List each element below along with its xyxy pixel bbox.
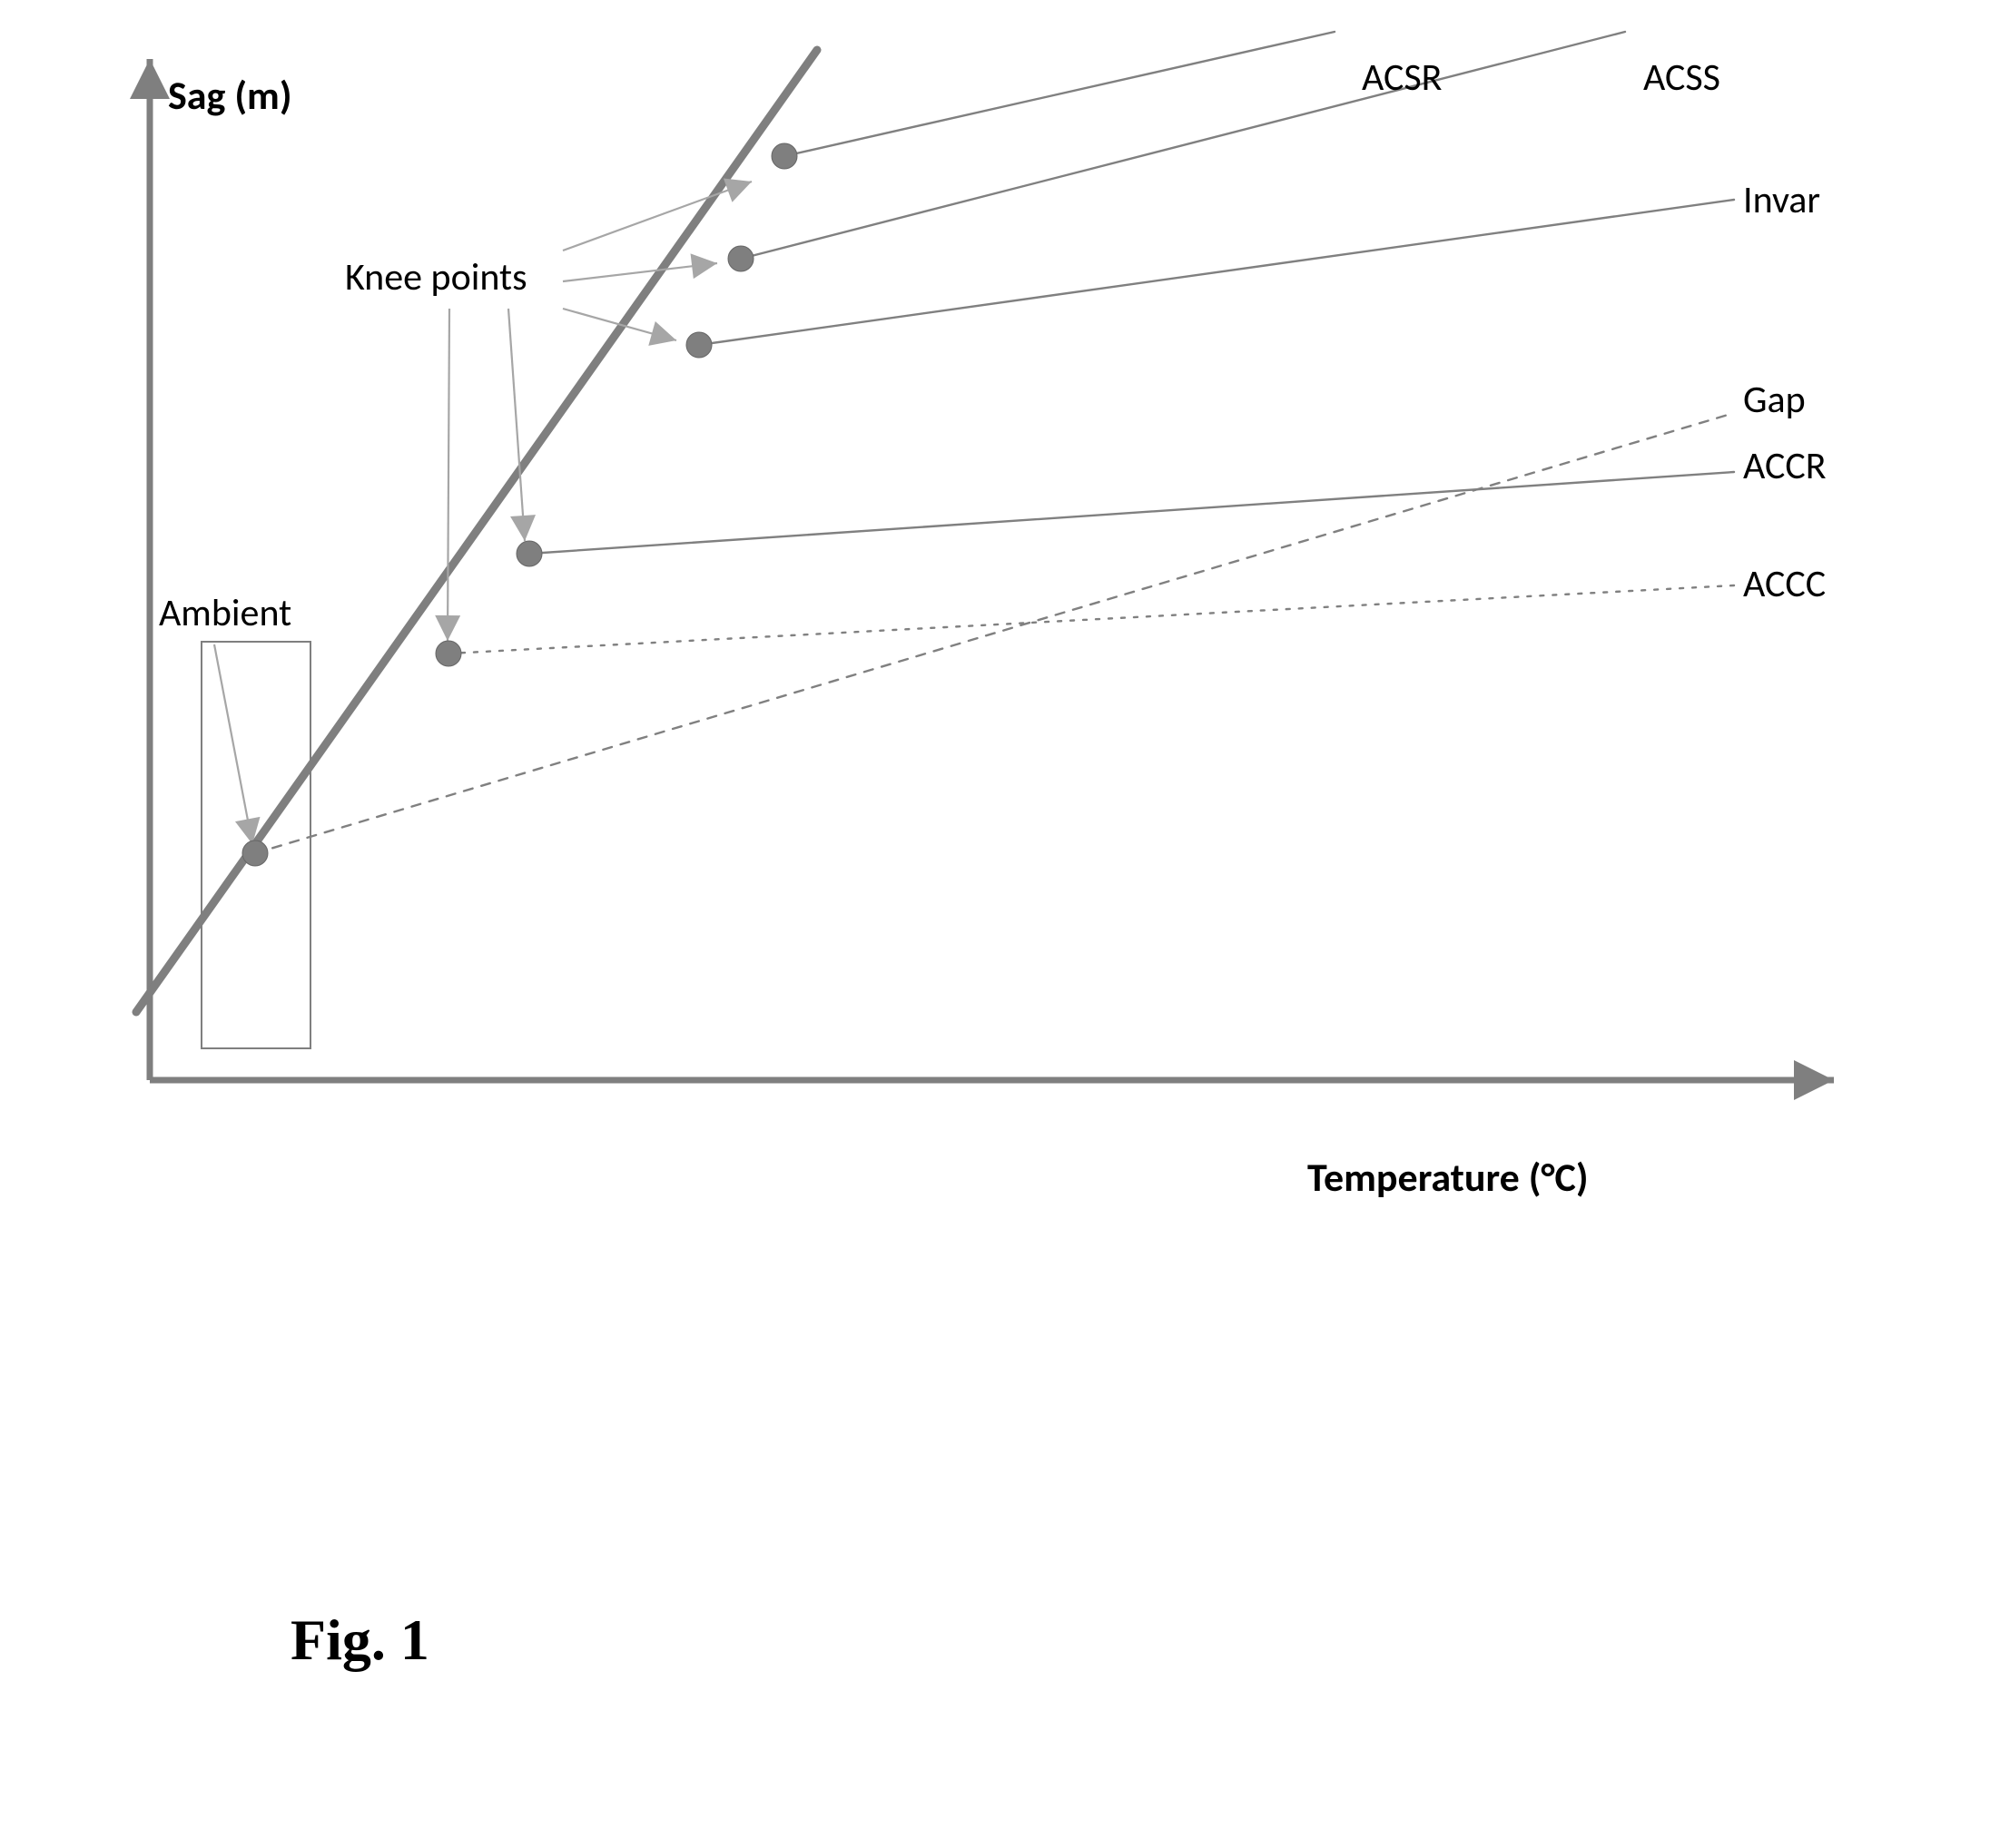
knee-marker-accc [436, 641, 461, 666]
series-accc [448, 585, 1734, 654]
knee-marker-accr [517, 541, 542, 566]
x-axis-title: Temperature (°C) [1307, 1153, 1589, 1202]
label-acss: ACSS [1643, 54, 1720, 101]
label-accr: ACCR [1743, 443, 1827, 489]
sag-vs-temperature-chart [0, 0, 2000, 1848]
label-invar: Invar [1743, 177, 1820, 223]
knee-arrow-2 [508, 309, 525, 541]
knee-marker-invar [686, 332, 712, 358]
figure-caption: Fig. 1 [291, 1607, 429, 1674]
knee-arrow-5 [563, 182, 752, 251]
ambient-annotation: Ambient [159, 590, 291, 636]
knee-arrow-1 [448, 309, 449, 641]
knee-marker-acss [728, 246, 754, 271]
series-invar [699, 200, 1734, 345]
knee-points-annotation: Knee points [345, 254, 527, 300]
knee-marker-gap [242, 840, 268, 866]
series-accr [529, 472, 1734, 554]
label-gap: Gap [1743, 377, 1806, 423]
figure-stage: Sag (m) Temperature (°C) Knee points Amb… [0, 0, 2000, 1848]
label-acsr: ACSR [1362, 54, 1443, 101]
label-accc: ACCC [1743, 561, 1826, 607]
knee-arrow-0 [214, 644, 252, 844]
y-axis-title: Sag (m) [168, 71, 292, 120]
series-gap [255, 413, 1734, 853]
knee-marker-acsr [772, 143, 797, 169]
series-acsr [784, 32, 1335, 156]
